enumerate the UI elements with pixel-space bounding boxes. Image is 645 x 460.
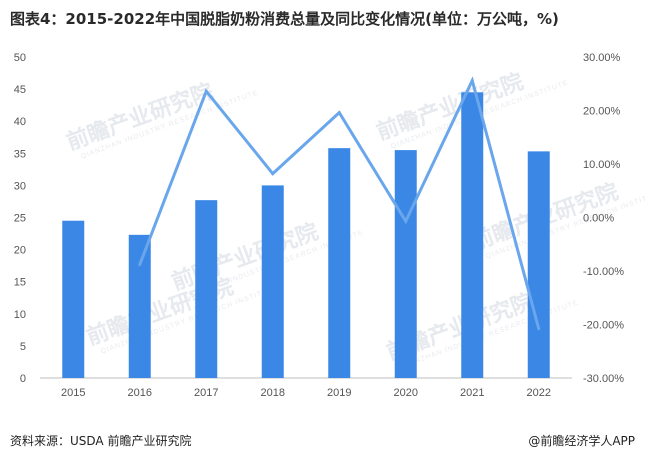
y-left-tick-label: 25 xyxy=(14,213,26,225)
line-point xyxy=(404,219,408,223)
y-right-tick-label: -30.00% xyxy=(583,373,624,385)
bar xyxy=(128,234,151,378)
y-right-tick-label: 0.00% xyxy=(583,213,614,225)
x-tick-label: 2022 xyxy=(527,387,551,399)
x-tick-label: 2021 xyxy=(460,387,484,399)
y-left-tick-label: 50 xyxy=(14,52,26,64)
x-tick-label: 2015 xyxy=(61,387,85,399)
y-right-tick-label: -20.00% xyxy=(583,320,624,332)
left-axis: 0 5 10 15 20 25 30 35 40 45 50 xyxy=(14,52,26,385)
line-series xyxy=(138,76,541,331)
x-tick-label: 2016 xyxy=(128,387,152,399)
y-left-tick-label: 10 xyxy=(14,309,26,321)
line-point xyxy=(337,111,341,115)
line-point xyxy=(537,327,541,331)
right-axis: -30.00% -20.00% -10.00% 0.00% 10.00% 20.00% 30… xyxy=(583,52,624,385)
y-right-tick-label: -10.00% xyxy=(583,266,624,278)
bar xyxy=(261,185,284,378)
x-tick-label: 2017 xyxy=(194,387,218,399)
y-left-tick-label: 30 xyxy=(14,180,26,192)
bar xyxy=(461,92,484,378)
bar xyxy=(195,200,218,378)
source-note: 资料来源：USDA 前瞻产业研究院 xyxy=(10,434,192,448)
bar xyxy=(527,151,550,378)
bar xyxy=(328,148,351,378)
y-left-tick-label: 0 xyxy=(20,373,26,385)
y-left-tick-label: 35 xyxy=(14,148,26,160)
y-right-tick-label: 20.00% xyxy=(583,106,621,118)
line-point xyxy=(138,263,142,267)
x-tick-label: 2019 xyxy=(327,387,351,399)
y-left-tick-label: 20 xyxy=(14,245,26,257)
bar xyxy=(394,150,417,378)
y-left-tick-label: 40 xyxy=(14,116,26,128)
y-left-tick-label: 5 xyxy=(20,341,26,353)
bar xyxy=(62,220,85,378)
y-left-tick-label: 15 xyxy=(14,277,26,289)
x-axis: 2015 2016 2017 2018 2019 2020 2021 2022 xyxy=(61,387,551,399)
x-tick-label: 2018 xyxy=(261,387,285,399)
line-point xyxy=(271,172,275,176)
line-point xyxy=(204,89,208,93)
y-right-tick-label: 10.00% xyxy=(583,159,621,171)
brand-note: @前瞻经济学人APP xyxy=(528,434,635,448)
line-point xyxy=(470,79,474,83)
y-right-tick-label: 30.00% xyxy=(583,52,621,64)
y-left-tick-label: 45 xyxy=(14,84,26,96)
bar-series xyxy=(62,92,550,378)
x-tick-label: 2020 xyxy=(394,387,418,399)
chart-title: 图表4：2015-2022年中国脱脂奶粉消费总量及同比变化情况(单位：万公吨，%… xyxy=(10,10,559,28)
